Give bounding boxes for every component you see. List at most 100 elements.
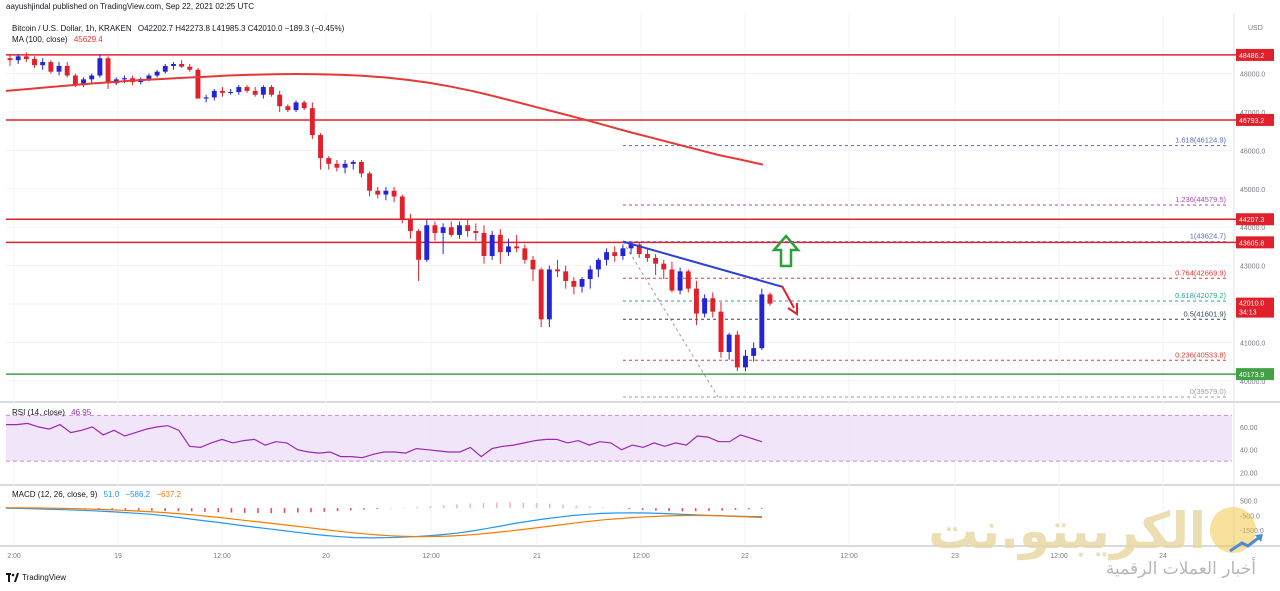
- rsi-value: 46.95: [71, 408, 92, 417]
- candle-body: [653, 257, 659, 264]
- resistance-tag: [1236, 236, 1274, 249]
- candle-body: [81, 79, 86, 85]
- candle-body: [399, 196, 405, 220]
- support-tag: [1236, 368, 1274, 381]
- ma-line: [5, 72, 764, 166]
- fib-label: 0(39579.0): [1190, 387, 1227, 396]
- candle-body: [23, 56, 29, 60]
- candle-body: [726, 334, 732, 352]
- fib-label: 0.236(40533.8): [1175, 350, 1226, 359]
- candle-body: [342, 163, 348, 168]
- candle-body: [350, 161, 356, 164]
- candle-body: [391, 190, 397, 197]
- candle-body: [702, 298, 708, 314]
- candle-body: [293, 102, 299, 111]
- rsi-tick-label: 40.00: [1240, 448, 1258, 455]
- macd-tick-label: -1500.0: [1240, 528, 1264, 535]
- candle-body: [407, 219, 413, 232]
- candle-body: [220, 90, 225, 93]
- fib-label: 1(43624.7): [1190, 232, 1227, 241]
- publisher-line: aayushjindal published on TradingView.co…: [6, 2, 255, 11]
- macd-label: MACD (12, 26, close, 9): [12, 490, 98, 499]
- tradingview-brand: TradingView: [22, 573, 67, 582]
- fib-label: 0.5(41601.9): [1183, 309, 1226, 318]
- candle-body: [228, 92, 234, 94]
- candle-body: [604, 252, 610, 260]
- fib-label: 1.618(46124.9): [1175, 136, 1226, 145]
- candle-body: [260, 87, 266, 95]
- ma-value: 45629.4: [73, 35, 103, 44]
- price-tick-label: 44000.0: [1240, 225, 1265, 232]
- candle-body: [465, 225, 471, 232]
- resistance-tag: [1236, 48, 1274, 61]
- candle-body: [64, 65, 70, 76]
- price-tag-value: 42010.0: [1239, 301, 1264, 308]
- candle-body: [751, 348, 757, 356]
- rsi-line: [6, 422, 763, 459]
- price-tick-label: 41000.0: [1240, 340, 1265, 347]
- candle-body: [506, 246, 511, 253]
- down-arrow-icon: [781, 285, 795, 309]
- tradingview-logo[interactable]: TradingView: [6, 573, 66, 582]
- candle-body: [285, 106, 291, 111]
- candle-body: [203, 97, 209, 99]
- fib-label: 1.236(44579.5): [1175, 195, 1226, 204]
- candle-body: [252, 90, 258, 95]
- symbol-legend: Bitcoin / U.S. Dollar, 1h, KRAKEN O42202…: [12, 24, 344, 33]
- bearish-trendline: [622, 240, 783, 288]
- candle-body: [195, 69, 201, 99]
- candle-body: [367, 173, 373, 191]
- candle-body: [375, 190, 381, 195]
- candle-body: [448, 227, 454, 235]
- candle-body: [121, 78, 127, 80]
- candle-body: [318, 135, 323, 159]
- candle-body: [48, 62, 54, 72]
- candle-body: [636, 244, 642, 255]
- candle-body: [538, 269, 544, 320]
- rsi-tick-label: 60.00: [1240, 425, 1258, 432]
- symbol-title: Bitcoin / U.S. Dollar, 1h, KRAKEN: [12, 24, 132, 33]
- price-tag: [1236, 297, 1274, 318]
- time-tick-label: 23: [951, 553, 959, 560]
- candle-body: [326, 158, 332, 164]
- macd-tick-label: 500.0: [1240, 499, 1258, 506]
- fib-label: 0.764(42669.9): [1175, 268, 1226, 277]
- candle-body: [522, 248, 528, 260]
- candle-body: [628, 244, 634, 249]
- price-tick-label: 47000.0: [1240, 110, 1265, 117]
- candle-body: [309, 108, 315, 136]
- macd-legend: MACD (12, 26, close, 9) 51.0 −586.2 −637…: [12, 490, 181, 499]
- time-tick-label: 12:00: [213, 553, 231, 560]
- candle-body: [179, 64, 185, 67]
- time-tick-label: 12:00: [632, 553, 650, 560]
- candle-body: [661, 263, 667, 270]
- candle-body: [244, 87, 250, 91]
- price-tick-label: 46000.0: [1240, 148, 1265, 155]
- candle-body: [595, 259, 601, 270]
- candle-body: [105, 58, 111, 84]
- tradingview-icon: [6, 573, 19, 582]
- candle-body: [269, 87, 274, 95]
- candle-body: [563, 271, 569, 281]
- candle-body: [383, 190, 389, 195]
- price-tick-label: 48000.0: [1240, 72, 1265, 79]
- resistance-value: 44207.3: [1239, 217, 1264, 224]
- candle-body: [734, 334, 740, 368]
- fib-label: 0.618(42079.2): [1175, 291, 1226, 300]
- time-tick-label: 19: [114, 553, 122, 560]
- candle-body: [718, 311, 724, 352]
- candle-body: [40, 62, 46, 66]
- candle-body: [685, 271, 691, 289]
- candle-body: [497, 234, 503, 253]
- fib-diagonal: [622, 241, 719, 398]
- resistance-value: 48486.2: [1239, 53, 1264, 60]
- candle-body: [440, 227, 446, 233]
- candle-body: [154, 71, 160, 76]
- candle-body: [571, 280, 577, 287]
- resistance-tag: [1236, 213, 1274, 226]
- price-tag-countdown: 34:13: [1239, 310, 1257, 317]
- time-tick-label: 2:00: [7, 553, 21, 560]
- down-arrowhead-icon: [787, 303, 798, 316]
- price-tick-label: 43000.0: [1240, 264, 1265, 271]
